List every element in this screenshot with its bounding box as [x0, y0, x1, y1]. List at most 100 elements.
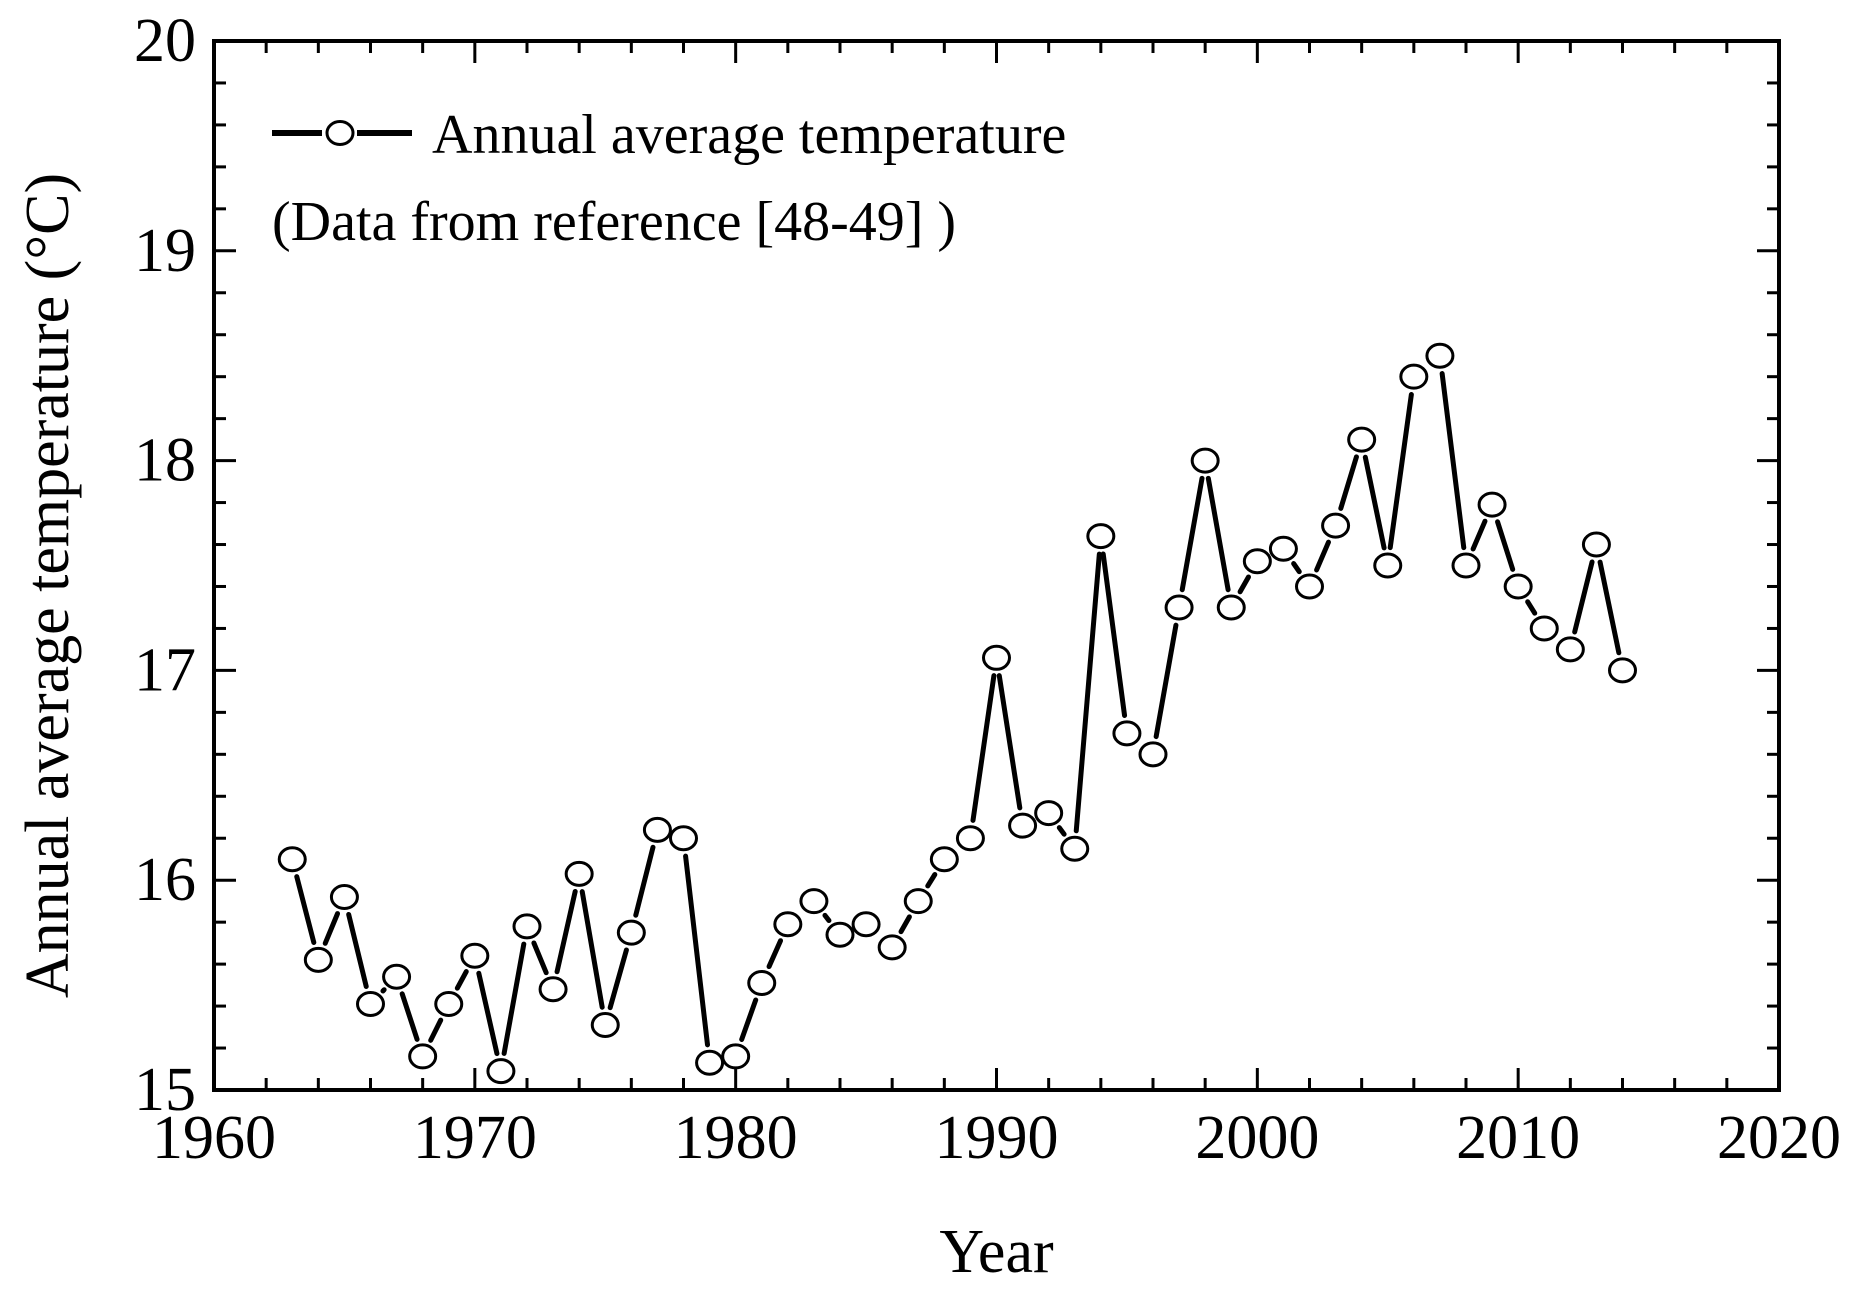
- data-point-marker: [1112, 720, 1142, 747]
- x-tick-label: 1970: [413, 1104, 537, 1172]
- legend-label: Annual average temperature: [432, 104, 1066, 166]
- series-line-segment: [1100, 551, 1128, 718]
- data-point-marker: [512, 913, 542, 940]
- data-point-marker: [799, 888, 829, 915]
- x-tick-label: 1990: [935, 1104, 1059, 1172]
- series-line-segment: [766, 938, 784, 970]
- legend: Annual average temperature (Data from re…: [272, 104, 1066, 253]
- legend-marker: [325, 120, 355, 146]
- data-point-marker: [1581, 531, 1611, 558]
- data-point-marker: [1608, 657, 1637, 684]
- data-point-marker: [1034, 800, 1064, 827]
- legend-note: (Data from reference [48-49] ): [272, 191, 956, 253]
- data-point-marker: [616, 919, 646, 946]
- series-line-segment: [1572, 559, 1595, 635]
- series-line-segment: [1179, 475, 1205, 593]
- series-line-segment: [1338, 454, 1359, 511]
- data-point-marker: [877, 934, 907, 961]
- data-point-marker: [1451, 552, 1481, 579]
- data-point-marker: [825, 921, 855, 948]
- series-line-segment: [294, 874, 317, 945]
- series-line-segment: [739, 997, 759, 1042]
- plot-frame: [212, 39, 1781, 1092]
- y-tick-labels: 15 16 17 18 19 20: [134, 7, 196, 1124]
- data-point-marker: [1190, 447, 1220, 474]
- series-line-segment: [380, 987, 387, 994]
- y-tick-label: 15: [134, 1056, 196, 1124]
- data-point-marker: [277, 846, 307, 873]
- data-point-marker: [538, 976, 568, 1003]
- x-tick-label: 2000: [1195, 1104, 1319, 1172]
- data-point-marker: [1268, 535, 1298, 562]
- data-point-marker: [1321, 512, 1351, 539]
- series-markers: [277, 342, 1637, 1085]
- data-point-marker: [1216, 594, 1246, 621]
- data-point-marker: [1086, 523, 1116, 550]
- data-point-marker: [382, 963, 412, 990]
- data-point-marker: [1242, 548, 1272, 575]
- x-tick-label: 2020: [1717, 1104, 1841, 1172]
- y-tick-label: 18: [134, 427, 196, 495]
- x-axis-title: Year: [939, 1218, 1054, 1286]
- series-line-segment: [1362, 454, 1387, 551]
- series-line-segment: [925, 872, 938, 889]
- data-point-marker: [851, 911, 881, 938]
- x-tick-label: 1980: [674, 1104, 798, 1172]
- y-tick-label: 17: [134, 636, 196, 704]
- data-point-marker: [1399, 363, 1429, 390]
- series-line-segment: [1056, 825, 1067, 837]
- data-point-marker: [642, 816, 672, 843]
- series-line-segment: [1291, 561, 1302, 575]
- series-line-segment: [1439, 371, 1467, 551]
- data-point-marker: [982, 644, 1011, 671]
- data-point-marker: [773, 911, 803, 938]
- data-point-marker: [1555, 636, 1585, 663]
- series-line-segment: [898, 914, 912, 935]
- data-point-marker: [721, 1043, 751, 1070]
- series-line-segment: [399, 991, 420, 1042]
- series-line-segment: [1525, 599, 1538, 616]
- series-line-segment: [1470, 518, 1488, 552]
- series-line-segment: [970, 673, 997, 823]
- series-line-segment: [554, 888, 578, 975]
- data-point-marker: [903, 888, 933, 915]
- y-axis-title: Annual average temperature (°C): [14, 173, 82, 998]
- series-line-segment: [1387, 392, 1414, 551]
- data-point-marker: [669, 825, 698, 852]
- y-tick-label: 20: [134, 7, 196, 75]
- series-line-segment: [428, 1017, 444, 1043]
- data-point-marker: [955, 825, 985, 852]
- data-point-marker: [408, 1043, 438, 1070]
- data-point-marker: [1373, 552, 1403, 579]
- data-point-marker: [1477, 491, 1507, 518]
- x-tick-label: 1960: [152, 1104, 276, 1172]
- series-line-segment: [1314, 539, 1331, 573]
- data-point-marker: [1295, 573, 1324, 600]
- data-point-marker: [929, 846, 959, 873]
- series-line-segment: [683, 853, 711, 1048]
- series-line-segment: [822, 912, 832, 924]
- series-line-segment: [1495, 519, 1516, 572]
- data-point-marker: [590, 1011, 620, 1038]
- data-point-marker: [356, 990, 385, 1017]
- series-line-segment: [531, 940, 549, 976]
- data-point-marker: [1164, 594, 1194, 621]
- data-point-marker: [460, 942, 490, 969]
- series-line-segment: [322, 911, 341, 946]
- series-line-segment: [633, 844, 656, 918]
- x-tick-labels: 1960 1970 1980 1990 2000 2010 2020: [152, 1104, 1841, 1172]
- series-line-segment: [454, 969, 469, 991]
- series-line-segment: [1597, 559, 1622, 656]
- data-point-marker: [303, 946, 333, 973]
- series-line-segment: [346, 911, 369, 989]
- series-line-segment: [579, 889, 605, 1010]
- data-point-marker: [329, 883, 359, 910]
- series-line-segment: [1205, 475, 1231, 593]
- series-line-segment: [1237, 574, 1251, 595]
- x-tick-label: 2010: [1456, 1104, 1580, 1172]
- data-point-marker: [1425, 342, 1455, 369]
- data-point-marker: [434, 990, 464, 1017]
- y-tick-label: 19: [134, 217, 196, 285]
- data-point-marker: [1060, 835, 1090, 862]
- data-point-marker: [1503, 573, 1533, 600]
